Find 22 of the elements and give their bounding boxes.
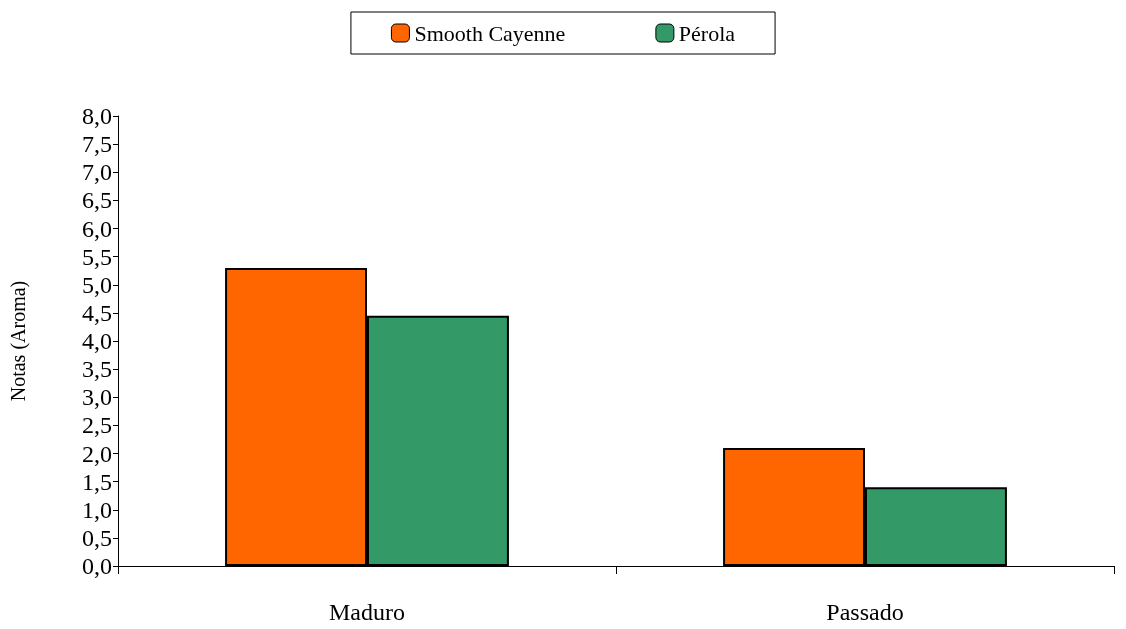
y-tick-label: 4,5 (82, 299, 112, 326)
y-axis-title: Notas (Aroma) (7, 280, 30, 402)
y-tick-label: 3,5 (82, 356, 112, 383)
y-tick-label: 6,0 (82, 215, 112, 242)
y-tick-label: 5,0 (82, 271, 112, 298)
legend-label: Smooth Cayenne (414, 20, 566, 46)
y-tick-label: 2,5 (82, 412, 112, 439)
y-tick-label: 1,5 (82, 468, 112, 495)
y-tick-label: 0,5 (82, 524, 112, 551)
y-tick-label: 1,0 (82, 496, 112, 523)
x-tick-label: Maduro (329, 599, 405, 625)
legend-label: Pérola (678, 20, 736, 46)
y-tick-label: 3,0 (82, 384, 112, 411)
y-tick-label: 0,0 (82, 553, 112, 579)
y-tick-label: 4,0 (82, 328, 112, 354)
y-tick-label: 2,0 (82, 440, 112, 467)
x-tick-label: Passado (826, 599, 904, 625)
y-tick-label: 6,5 (82, 187, 112, 214)
y-tick-label: 8,0 (82, 103, 112, 129)
y-tick-label: 7,5 (82, 131, 112, 158)
y-tick-label: 7,0 (82, 159, 112, 186)
y-tick-label: 5,5 (82, 243, 112, 270)
